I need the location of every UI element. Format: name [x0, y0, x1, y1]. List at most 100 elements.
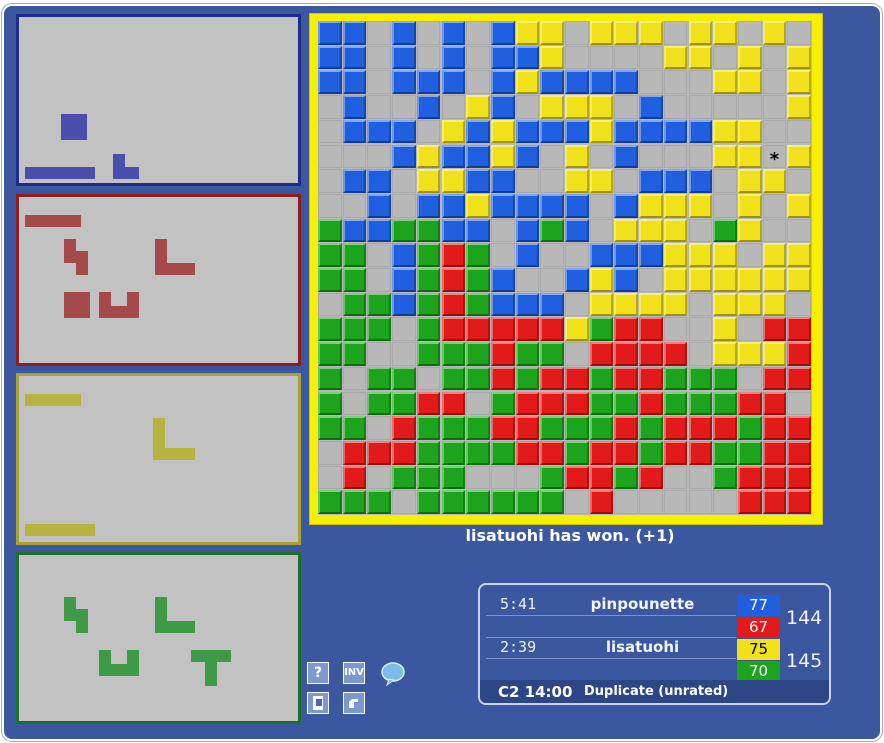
- board-cell-yellow[interactable]: [466, 95, 490, 119]
- board-cell-red[interactable]: [688, 416, 713, 440]
- board-cell-red[interactable]: [787, 440, 811, 465]
- board-cell-red[interactable]: [614, 342, 639, 366]
- board-cell-empty[interactable]: [515, 268, 540, 292]
- board-cell-yellow[interactable]: [762, 268, 787, 292]
- board-cell-empty[interactable]: [614, 95, 639, 119]
- board-cell-green[interactable]: [515, 366, 540, 391]
- board-cell-empty[interactable]: [466, 70, 490, 95]
- board-cell-yellow[interactable]: [416, 169, 441, 193]
- board-cell-red[interactable]: [515, 440, 540, 465]
- board-cell-green[interactable]: [589, 391, 614, 416]
- board-cell-blue[interactable]: [688, 119, 713, 144]
- red-piece[interactable]: [25, 215, 81, 227]
- board-cell-empty[interactable]: [466, 465, 490, 490]
- board-cell-green[interactable]: [466, 416, 490, 440]
- board-cell-red[interactable]: [589, 465, 614, 490]
- board-cell-empty[interactable]: [688, 465, 713, 490]
- green-piece[interactable]: [205, 650, 217, 686]
- inventory-icon[interactable]: INV: [343, 662, 365, 684]
- board-cell-green[interactable]: [392, 218, 416, 243]
- board-cell-yellow[interactable]: [737, 119, 762, 144]
- board-cell-green[interactable]: [416, 292, 441, 317]
- board-cell-empty[interactable]: [737, 317, 762, 342]
- board-cell-green[interactable]: [565, 416, 589, 440]
- board-cell-blue[interactable]: [318, 45, 342, 70]
- board-cell-green[interactable]: [416, 317, 441, 342]
- board-cell-empty[interactable]: [515, 169, 540, 193]
- board-cell-yellow[interactable]: [416, 144, 441, 169]
- board-cell-yellow[interactable]: [688, 243, 713, 267]
- board-cell-green[interactable]: [342, 243, 367, 267]
- board-cell-empty[interactable]: [392, 95, 416, 119]
- board-cell-green[interactable]: [540, 218, 564, 243]
- board-cell-green[interactable]: [318, 317, 342, 342]
- board-cell-empty[interactable]: [342, 366, 367, 391]
- board-cell-yellow[interactable]: [490, 144, 515, 169]
- board-cell-blue[interactable]: [540, 70, 564, 95]
- board-cell-red[interactable]: [787, 342, 811, 366]
- board-cell-green[interactable]: [663, 391, 688, 416]
- board-cell-green[interactable]: [441, 416, 466, 440]
- yellow-piece[interactable]: [25, 524, 95, 536]
- board-cell-green[interactable]: [589, 317, 614, 342]
- board-cell-blue[interactable]: [392, 21, 416, 45]
- board-cell-yellow[interactable]: [713, 144, 737, 169]
- board-cell-yellow[interactable]: [663, 292, 688, 317]
- board-cell-blue[interactable]: [490, 169, 515, 193]
- board-cell-empty[interactable]: [367, 70, 392, 95]
- board-cell-green[interactable]: [466, 292, 490, 317]
- board-cell-empty[interactable]: [639, 490, 663, 514]
- board-cell-green[interactable]: [318, 366, 342, 391]
- board-cell-red[interactable]: [787, 490, 811, 514]
- board-cell-empty[interactable]: [318, 440, 342, 465]
- board-cell-yellow[interactable]: [737, 169, 762, 193]
- board-cell-blue[interactable]: [515, 193, 540, 218]
- board-cell-blue[interactable]: [614, 70, 639, 95]
- board-cell-red[interactable]: [663, 440, 688, 465]
- board-cell-yellow[interactable]: [737, 144, 762, 169]
- board-cell-red[interactable]: [441, 243, 466, 267]
- board-cell-blue[interactable]: [441, 21, 466, 45]
- board-cell-red[interactable]: [787, 366, 811, 391]
- board-cell-empty[interactable]: [565, 292, 589, 317]
- board-cell-red[interactable]: [490, 366, 515, 391]
- board-cell-red[interactable]: [515, 416, 540, 440]
- board-cell-green[interactable]: [713, 440, 737, 465]
- board-cell-green[interactable]: [342, 317, 367, 342]
- board-cell-empty[interactable]: [663, 317, 688, 342]
- board-cell-red[interactable]: [342, 440, 367, 465]
- board-cell-yellow[interactable]: [614, 21, 639, 45]
- board-cell-red[interactable]: [762, 440, 787, 465]
- board-cell-green[interactable]: [466, 243, 490, 267]
- board-cell-blue[interactable]: [614, 119, 639, 144]
- board-cell-red[interactable]: [688, 440, 713, 465]
- board-cell-green[interactable]: [490, 490, 515, 514]
- board-cell-green[interactable]: [441, 342, 466, 366]
- board-cell-yellow[interactable]: [614, 218, 639, 243]
- board-cell-green[interactable]: [515, 490, 540, 514]
- board-cell-yellow[interactable]: [713, 243, 737, 267]
- board-cell-red[interactable]: [663, 342, 688, 366]
- board-cell-yellow[interactable]: [565, 95, 589, 119]
- board-cell-star[interactable]: *: [762, 144, 787, 170]
- yellow-piece[interactable]: [153, 448, 195, 460]
- board-cell-empty[interactable]: [787, 21, 811, 45]
- board-cell-blue[interactable]: [392, 144, 416, 169]
- board-cell-empty[interactable]: [639, 268, 663, 292]
- board-cell-red[interactable]: [639, 342, 663, 366]
- undo-icon[interactable]: [343, 692, 365, 714]
- board-cell-yellow[interactable]: [688, 193, 713, 218]
- board-cell-empty[interactable]: [762, 218, 787, 243]
- board-cell-empty[interactable]: [663, 465, 688, 490]
- board-cell-green[interactable]: [416, 342, 441, 366]
- board-cell-green[interactable]: [466, 440, 490, 465]
- board-cell-yellow[interactable]: [713, 317, 737, 342]
- board-cell-red[interactable]: [762, 391, 787, 416]
- board-cell-yellow[interactable]: [737, 342, 762, 366]
- board-cell-empty[interactable]: [318, 169, 342, 193]
- board-cell-empty[interactable]: [540, 144, 564, 169]
- board-cell-red[interactable]: [614, 317, 639, 342]
- red-piece[interactable]: [155, 263, 195, 275]
- board-cell-yellow[interactable]: [762, 21, 787, 45]
- board-cell-blue[interactable]: [639, 95, 663, 119]
